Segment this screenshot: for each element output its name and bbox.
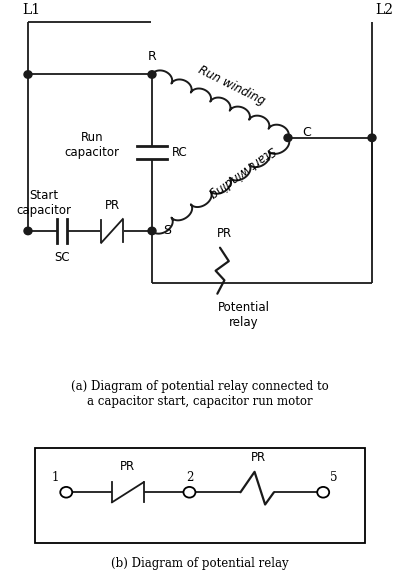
Circle shape: [24, 71, 32, 78]
Bar: [34, 448, 366, 542]
Text: Run winding: Run winding: [196, 63, 268, 108]
Text: S: S: [163, 225, 171, 237]
Text: PR: PR: [104, 198, 120, 212]
Text: C: C: [302, 126, 311, 139]
Text: (a) Diagram of potential relay connected to
a capacitor start, capacitor run mot: (a) Diagram of potential relay connected…: [71, 380, 329, 408]
Text: L2: L2: [375, 3, 393, 17]
Text: 1: 1: [52, 471, 59, 484]
Circle shape: [317, 487, 329, 498]
Text: SC: SC: [54, 251, 70, 264]
Text: Potential
relay: Potential relay: [218, 301, 270, 329]
Text: 5: 5: [330, 471, 338, 484]
Circle shape: [148, 71, 156, 78]
Text: PR: PR: [216, 227, 232, 240]
Text: Run
capacitor: Run capacitor: [64, 132, 120, 159]
Text: Start
capacitor: Start capacitor: [16, 189, 72, 217]
Circle shape: [60, 487, 72, 498]
Circle shape: [284, 134, 292, 141]
Circle shape: [148, 227, 156, 235]
Text: PR: PR: [250, 451, 266, 464]
Text: PR: PR: [120, 460, 136, 473]
Text: RC: RC: [172, 146, 188, 159]
Circle shape: [24, 227, 32, 235]
Text: 2: 2: [186, 471, 193, 484]
Text: (b) Diagram of potential relay: (b) Diagram of potential relay: [111, 556, 289, 570]
Text: L1: L1: [22, 3, 40, 17]
Text: R: R: [148, 50, 156, 63]
Circle shape: [184, 487, 196, 498]
Text: Start winding: Start winding: [206, 143, 278, 200]
Circle shape: [368, 134, 376, 141]
